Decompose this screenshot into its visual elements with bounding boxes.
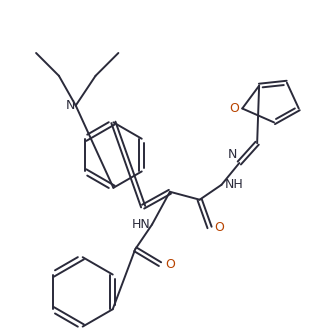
Text: HN: HN (131, 218, 150, 231)
Text: N: N (66, 99, 76, 112)
Text: NH: NH (225, 178, 243, 191)
Text: N: N (228, 148, 237, 161)
Text: O: O (214, 221, 224, 234)
Text: O: O (229, 102, 239, 115)
Text: O: O (165, 258, 175, 271)
